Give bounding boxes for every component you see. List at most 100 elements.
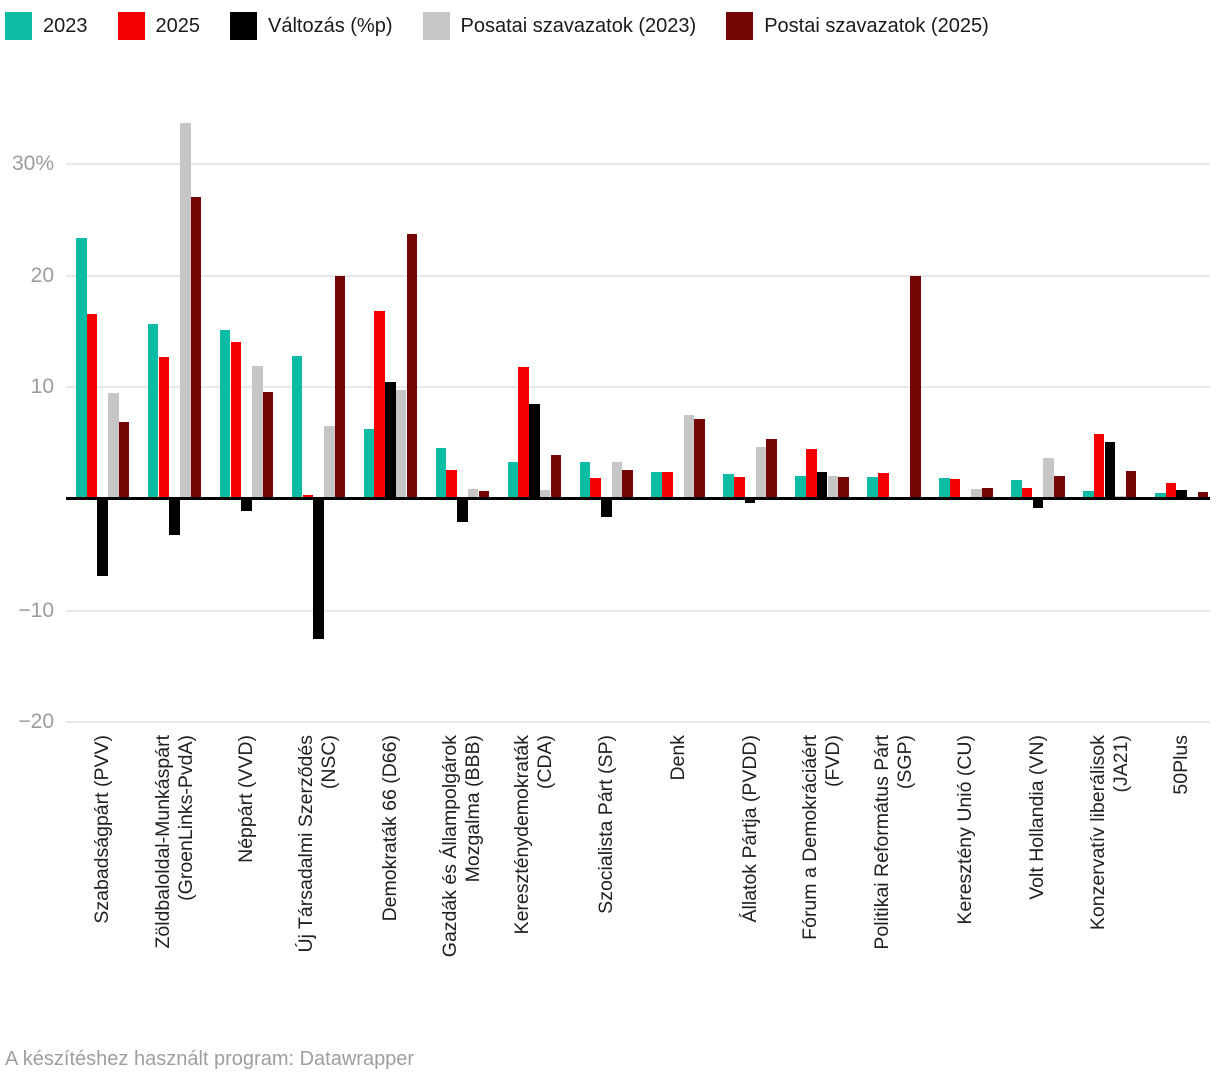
bar <box>1093 434 1105 499</box>
x-axis-label: Kereszténydemokraták (CDA) <box>511 735 557 935</box>
bar <box>539 490 551 499</box>
bar <box>878 473 889 499</box>
bar <box>1021 488 1033 499</box>
bar <box>579 462 590 499</box>
bar <box>1011 480 1022 499</box>
x-axis-label: Keresztény Unió (CU) <box>954 735 977 925</box>
bar <box>611 462 623 499</box>
bar <box>395 390 407 499</box>
bar <box>1197 492 1209 499</box>
bar <box>971 489 982 499</box>
bar <box>1165 483 1177 499</box>
bar <box>324 426 335 499</box>
x-axis-label: 50Plus <box>1170 735 1192 795</box>
bar <box>1104 442 1115 499</box>
bar <box>108 393 119 499</box>
bar <box>291 356 303 499</box>
legend-label: Postai szavazatok (2025) <box>764 14 989 37</box>
legend-item: 2025 <box>117 12 201 40</box>
bar <box>662 472 673 499</box>
bar <box>723 474 734 499</box>
bar <box>734 477 745 499</box>
bar <box>334 276 346 499</box>
x-axis-label: Gazdák és Állampolgárok Mozgalma (BBB) <box>439 735 485 958</box>
x-axis-label: Konzervatív liberálisok (JA21) <box>1086 735 1132 931</box>
x-axis-baseline <box>66 497 1210 500</box>
legend-label: 2025 <box>155 14 201 37</box>
bar <box>827 476 838 499</box>
x-axis-label: Néppárt (VVD) <box>235 735 257 863</box>
bar <box>806 449 817 499</box>
x-axis-label: Állatok Pártja (PVDD) <box>738 735 761 923</box>
bar <box>838 477 849 499</box>
bar <box>766 439 777 499</box>
bar <box>406 234 418 499</box>
legend: 2023 2025 Változás (%p) Posatai szavazatok … <box>5 12 989 40</box>
y-axis-tick-label: −10 <box>18 598 54 622</box>
x-axis-label: Politikai Református Párt (SGP) <box>870 735 916 950</box>
bar <box>1155 493 1166 499</box>
legend-label: Változás (%p) <box>268 14 393 37</box>
y-axis-tick-label: 20 <box>30 263 54 287</box>
chart-footer: A készítéshez használt program: Datawrap… <box>5 1048 415 1070</box>
legend-item: Posatai szavazatok (2023) <box>422 12 697 40</box>
gridline <box>66 609 1210 612</box>
bar <box>190 197 202 499</box>
x-axis-label: Volt Hollandia (VN) <box>1026 735 1049 900</box>
bar <box>467 489 479 499</box>
y-axis-tick-label: −20 <box>18 710 54 734</box>
bar <box>435 448 447 499</box>
bar <box>910 276 921 499</box>
x-axis-label: Szocialista Párt (SP) <box>594 735 617 914</box>
bar <box>939 478 950 499</box>
legend-swatch <box>726 12 754 40</box>
bar <box>363 429 375 499</box>
legend-item: 2023 <box>5 12 88 40</box>
bar <box>867 477 878 499</box>
y-axis-tick-label: 10 <box>30 375 54 399</box>
gridline <box>66 386 1210 389</box>
bar <box>262 392 274 499</box>
bar <box>622 470 633 499</box>
bar <box>76 238 87 499</box>
gridline <box>66 274 1210 277</box>
legend-label: Posatai szavazatok (2023) <box>460 14 697 37</box>
gridline <box>66 721 1210 724</box>
legend-swatch <box>5 12 32 40</box>
bar <box>982 488 993 499</box>
bar <box>550 455 561 499</box>
bar <box>651 472 662 499</box>
bar <box>949 479 961 499</box>
y-axis-tick-label: 30% <box>11 151 54 175</box>
bar <box>1176 490 1187 499</box>
bar <box>529 404 540 499</box>
x-axis-label: Fórum a Demokráciáért (FVD) <box>798 735 844 940</box>
x-axis-label: Szabadságpárt (PVV) <box>91 735 114 924</box>
x-axis-label: Zöldbaloldal-Munkáspárt (GroenLinks-PvdA… <box>151 735 197 949</box>
bar <box>252 366 263 499</box>
gridline <box>66 162 1210 165</box>
bar <box>158 357 170 499</box>
bar <box>683 415 695 499</box>
x-axis-label: Demokraták 66 (D66) <box>378 735 401 922</box>
bar <box>241 500 252 511</box>
bar <box>97 500 108 576</box>
bar <box>374 311 385 499</box>
legend-label: 2023 <box>43 14 88 37</box>
bar <box>816 472 828 499</box>
bar <box>518 367 529 499</box>
bar <box>1054 476 1065 499</box>
bar <box>230 342 242 499</box>
bar <box>180 123 191 499</box>
bar <box>313 500 324 639</box>
bar <box>755 447 766 499</box>
legend-swatch <box>117 12 145 40</box>
legend-item: Postai szavazatok (2025) <box>726 12 989 40</box>
bar <box>1083 491 1094 499</box>
bar <box>507 462 519 499</box>
bar <box>118 422 130 499</box>
bar <box>169 500 180 535</box>
legend-swatch <box>422 12 450 40</box>
bar <box>446 470 457 499</box>
